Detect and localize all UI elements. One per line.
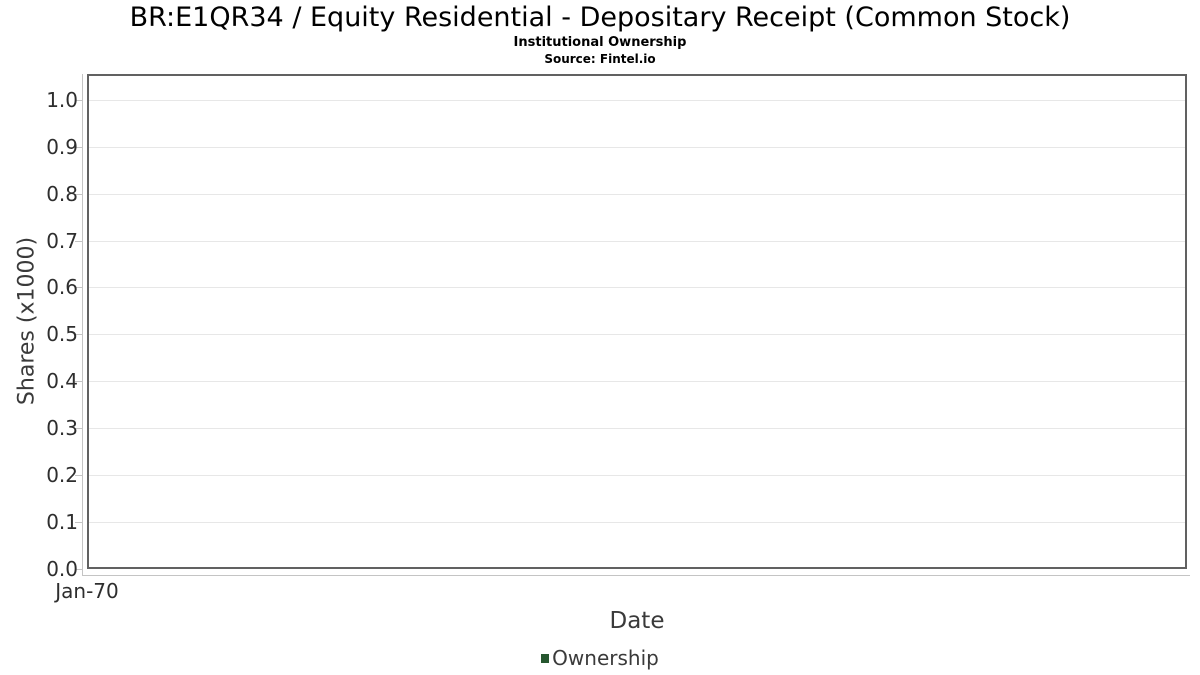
y-tick-mark [75,334,82,335]
y-gridline [89,522,1185,523]
y-tick-label: 0.4 [46,369,78,393]
y-tick-label: 0.9 [46,135,78,159]
y-tick-label: 0.3 [46,416,78,440]
y-gridline [89,100,1185,101]
x-tick-label: Jan-70 [55,579,119,603]
y-tick-mark [75,475,82,476]
y-gridline [89,241,1185,242]
y-gridline [89,287,1185,288]
y-gridline [89,194,1185,195]
y-tick-label: 0.7 [46,229,78,253]
y-tick-mark [75,147,82,148]
y-tick-mark [75,287,82,288]
y-tick-label: 1.0 [46,88,78,112]
y-tick-label: 0.1 [46,510,78,534]
y-gridline [89,428,1185,429]
legend-marker-icon [541,653,550,663]
chart-source: Source: Fintel.io [544,52,656,66]
y-tick-label: 0.0 [46,557,78,581]
chart-subtitle: Institutional Ownership [513,35,687,50]
y-tick-label: 0.8 [46,182,78,206]
y-tick-label: 0.2 [46,463,78,487]
y-gridline [89,147,1185,148]
y-gridline [89,475,1185,476]
x-axis-line [82,575,1190,576]
y-axis-line [82,74,83,576]
y-tick-mark [75,522,82,523]
y-tick-mark [75,569,82,570]
y-tick-mark [75,428,82,429]
x-axis-title: Date [609,608,665,634]
y-tick-label: 0.5 [46,322,78,346]
y-gridline [89,334,1185,335]
plot-area [87,74,1187,569]
y-tick-mark [75,194,82,195]
y-tick-mark [75,381,82,382]
legend: Ownership [0,646,1200,670]
y-gridline [89,381,1185,382]
legend-label: Ownership [552,646,659,670]
y-tick-label: 0.6 [46,275,78,299]
y-tick-mark [75,241,82,242]
chart-title: BR:E1QR34 / Equity Residential - Deposit… [129,2,1071,33]
y-tick-mark [75,100,82,101]
legend-item-ownership: Ownership [541,646,659,670]
